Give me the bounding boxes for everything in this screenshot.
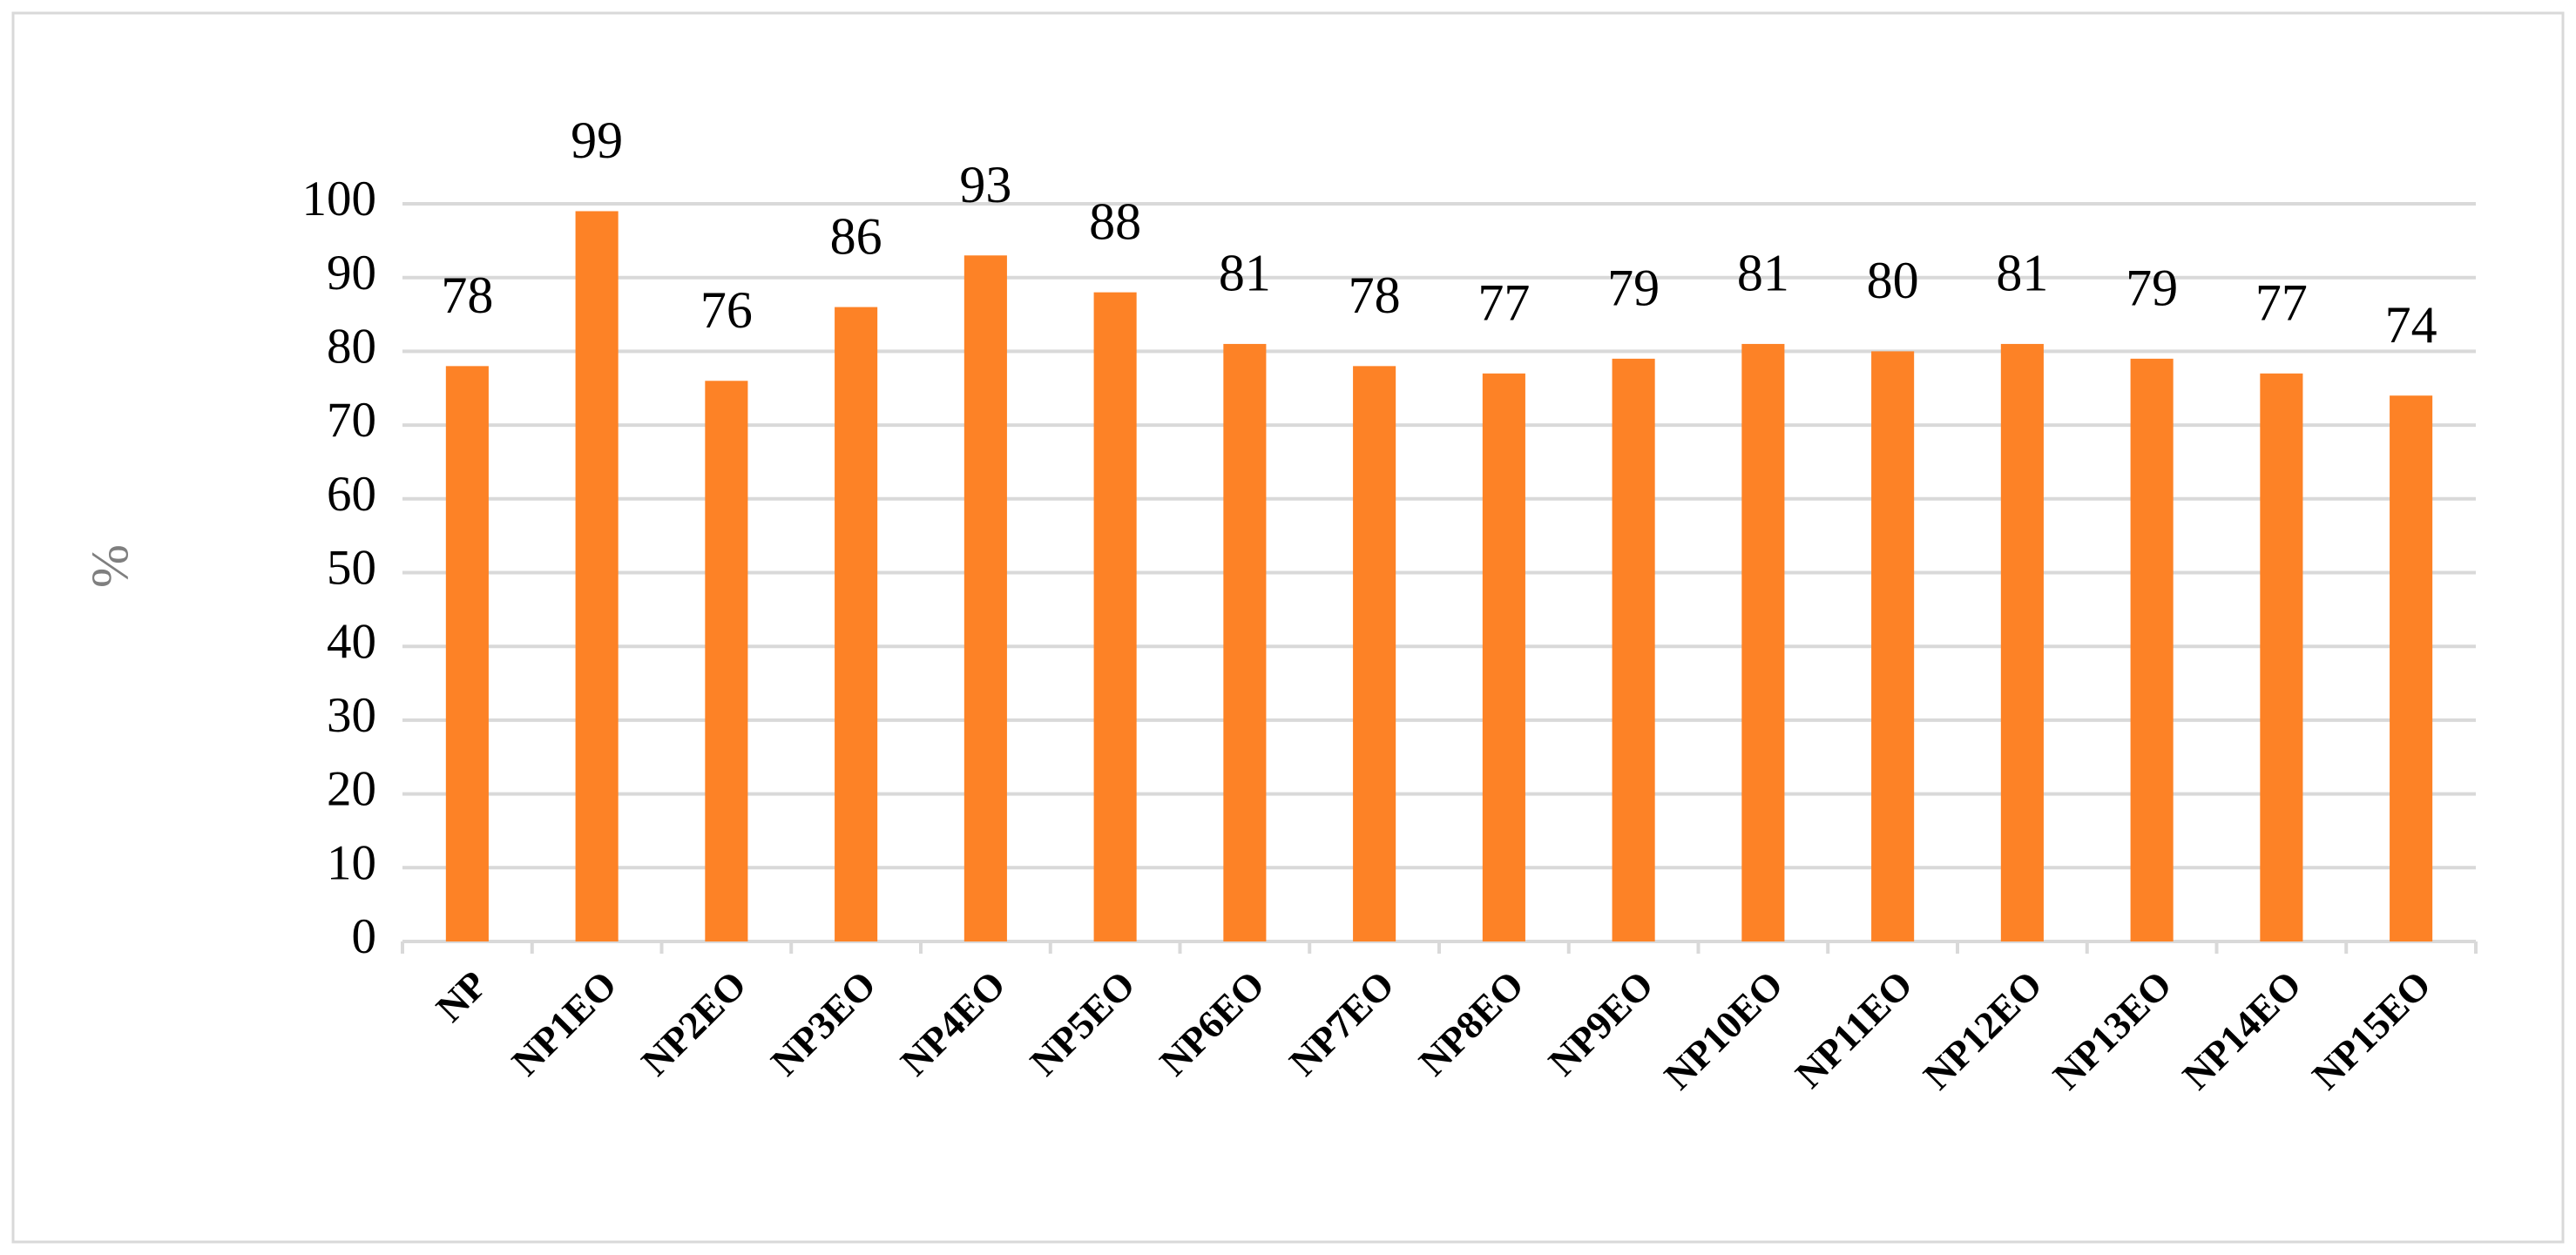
data-label: 76 bbox=[700, 281, 753, 339]
y-tick-label: 80 bbox=[327, 319, 376, 374]
bar bbox=[705, 381, 748, 941]
data-label: 93 bbox=[959, 156, 1011, 213]
bar bbox=[2260, 373, 2303, 941]
y-tick-label: 70 bbox=[327, 393, 376, 448]
bar bbox=[1482, 373, 1525, 941]
bar bbox=[1741, 343, 1785, 941]
data-label: 88 bbox=[1089, 192, 1141, 250]
y-tick-label: 20 bbox=[327, 762, 376, 817]
y-tick-label: 60 bbox=[327, 467, 376, 522]
y-axis-label: % bbox=[81, 544, 139, 588]
data-label: 79 bbox=[2126, 260, 2178, 317]
data-label: 99 bbox=[571, 111, 623, 169]
data-label: 81 bbox=[1219, 245, 1271, 302]
y-tick-label: 0 bbox=[352, 909, 377, 964]
data-label: 86 bbox=[830, 207, 882, 265]
bar bbox=[1093, 292, 1137, 941]
data-label: 80 bbox=[1867, 252, 1919, 309]
bar bbox=[1612, 358, 1655, 941]
bar bbox=[835, 307, 878, 942]
bar bbox=[963, 255, 1007, 941]
bar bbox=[1871, 351, 1915, 941]
bar bbox=[1223, 343, 1267, 941]
y-tick-label: 30 bbox=[327, 688, 376, 743]
data-label: 78 bbox=[441, 267, 493, 324]
data-label: 81 bbox=[1737, 245, 1789, 302]
y-tick-label: 50 bbox=[327, 541, 376, 596]
data-label: 77 bbox=[2255, 274, 2308, 332]
bar bbox=[445, 366, 489, 942]
bar bbox=[575, 211, 619, 942]
data-label: 81 bbox=[1996, 245, 2048, 302]
data-label: 78 bbox=[1349, 267, 1401, 324]
data-label: 74 bbox=[2385, 296, 2437, 354]
bar bbox=[2000, 343, 2044, 941]
bar bbox=[2390, 395, 2433, 942]
y-tick-label: 90 bbox=[327, 246, 376, 300]
y-tick-label: 10 bbox=[327, 835, 376, 890]
data-label: 79 bbox=[1607, 260, 1660, 317]
data-label: 77 bbox=[1477, 274, 1530, 332]
y-tick-label: 40 bbox=[327, 614, 376, 669]
bar bbox=[1353, 366, 1396, 942]
bar bbox=[2130, 358, 2174, 941]
y-tick-label: 100 bbox=[302, 172, 377, 226]
